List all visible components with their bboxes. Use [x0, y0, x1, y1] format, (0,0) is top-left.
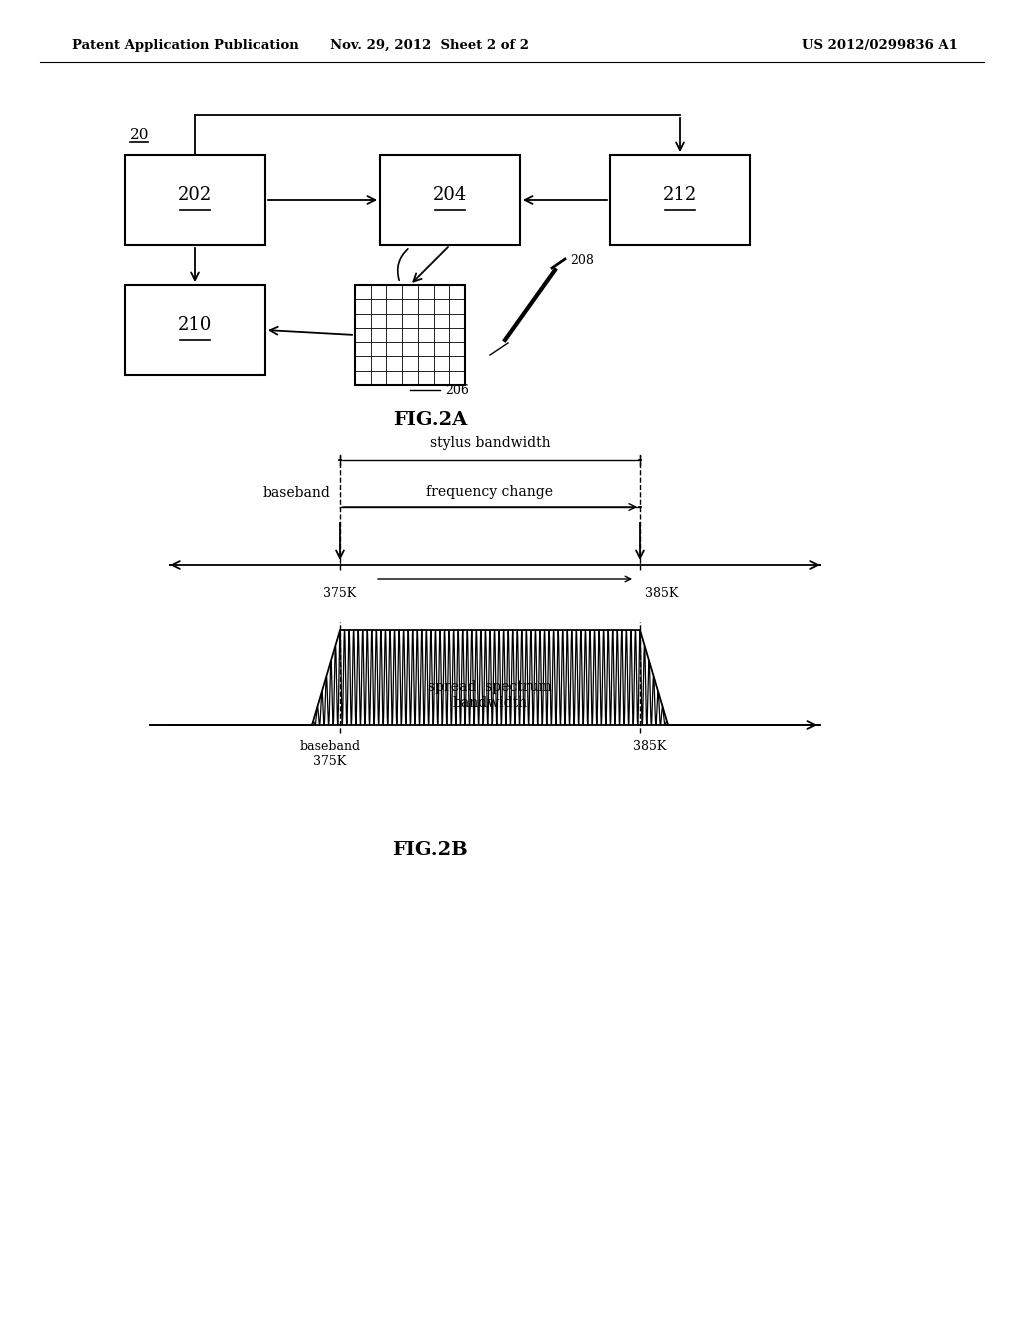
- Bar: [125, 154, 265, 246]
- Text: FIG.2B: FIG.2B: [392, 841, 468, 859]
- Text: 202: 202: [178, 186, 212, 205]
- Text: 375K: 375K: [324, 587, 356, 601]
- Text: Patent Application Publication: Patent Application Publication: [72, 38, 299, 51]
- Text: baseband: baseband: [262, 486, 330, 500]
- Text: 20: 20: [130, 128, 150, 143]
- Text: baseband
375K: baseband 375K: [299, 741, 360, 768]
- Text: stylus bandwidth: stylus bandwidth: [430, 436, 550, 450]
- Text: 385K: 385K: [633, 741, 667, 752]
- Text: spread  spectrum
bandwidth: spread spectrum bandwidth: [428, 680, 552, 710]
- Text: frequency change: frequency change: [427, 484, 554, 499]
- Text: 212: 212: [663, 186, 697, 205]
- Bar: [125, 285, 265, 375]
- Text: Nov. 29, 2012  Sheet 2 of 2: Nov. 29, 2012 Sheet 2 of 2: [331, 38, 529, 51]
- Bar: [610, 154, 750, 246]
- Bar: [355, 285, 465, 385]
- Text: 206: 206: [445, 384, 469, 396]
- Text: 208: 208: [570, 253, 594, 267]
- Text: 385K: 385K: [645, 587, 678, 601]
- Text: US 2012/0299836 A1: US 2012/0299836 A1: [802, 38, 957, 51]
- Text: 210: 210: [178, 315, 212, 334]
- Bar: [380, 154, 520, 246]
- Text: FIG.2A: FIG.2A: [393, 411, 467, 429]
- Text: 204: 204: [433, 186, 467, 205]
